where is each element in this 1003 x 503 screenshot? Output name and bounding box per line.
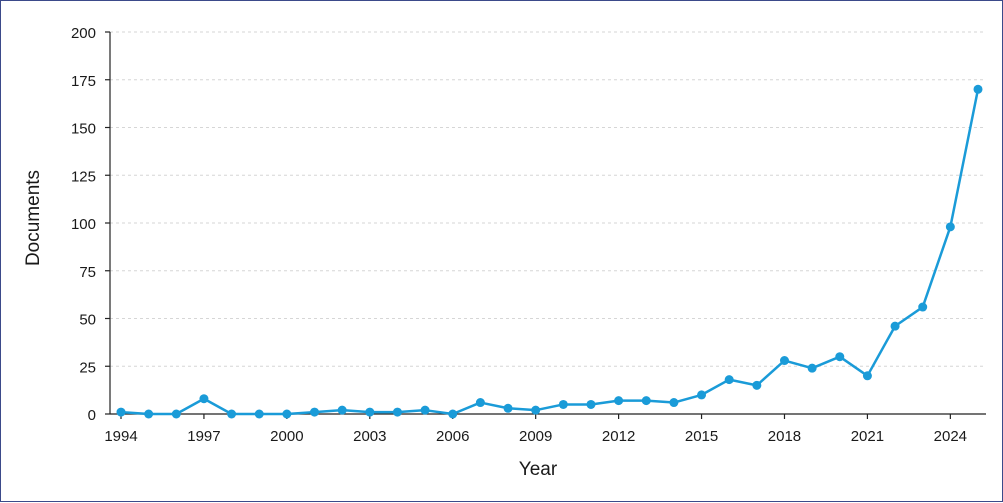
y-tick-label: 150 [71, 121, 96, 138]
data-point [365, 407, 375, 417]
data-point [669, 398, 679, 408]
data-point [282, 409, 292, 419]
data-point [752, 380, 762, 390]
data-point [199, 394, 209, 404]
data-point [254, 409, 264, 419]
y-tick-label: 25 [79, 359, 96, 376]
data-point [862, 371, 872, 381]
data-point [558, 399, 568, 409]
x-tick-label: 1994 [104, 428, 137, 445]
data-point [448, 409, 458, 419]
y-tick-label: 175 [71, 73, 96, 90]
data-point [337, 405, 347, 415]
data-point [614, 396, 624, 406]
y-tick-label: 125 [71, 168, 96, 185]
x-tick-labels: 1994 1997 2000 2003 2006 2009 2012 2015 2018 2021… [104, 414, 967, 445]
x-tick-label: 2015 [685, 428, 718, 445]
data-point [724, 375, 734, 385]
data-point [835, 352, 845, 362]
data-point [531, 405, 541, 415]
data-point [641, 396, 651, 406]
data-point [420, 405, 430, 415]
x-axis-title: Year [519, 459, 558, 480]
data-point [144, 409, 154, 419]
data-point [392, 407, 402, 417]
x-tick-label: 1997 [187, 428, 220, 445]
y-tick-label: 75 [79, 264, 96, 281]
grid-lines [110, 31, 986, 367]
y-tick-label: 100 [71, 216, 96, 233]
x-tick-label: 2021 [851, 428, 884, 445]
y-tick-label: 200 [71, 25, 96, 42]
y-axis-title: Documents [23, 170, 44, 266]
data-point [171, 409, 181, 419]
data-point [779, 356, 789, 366]
y-tick-labels: 0 25 50 75 100 125 150 175 200 [71, 25, 110, 424]
data-point [697, 390, 707, 400]
data-point [475, 398, 485, 408]
y-tick-label: 50 [79, 312, 96, 329]
data-point [227, 409, 237, 419]
x-tick-label: 2006 [436, 428, 469, 445]
data-point [945, 222, 955, 232]
x-tick-label: 2000 [270, 428, 303, 445]
data-point [973, 84, 983, 94]
data-point [890, 321, 900, 331]
x-tick-label: 2003 [353, 428, 386, 445]
x-tick-label: 2018 [768, 428, 801, 445]
data-point [918, 302, 928, 312]
series [116, 84, 983, 419]
data-point [807, 363, 817, 373]
data-point [586, 399, 596, 409]
data-point [310, 407, 320, 417]
data-point [116, 407, 126, 417]
x-tick-label: 2012 [602, 428, 635, 445]
series-line [119, 88, 980, 416]
data-point [503, 403, 513, 413]
y-tick-label: 0 [88, 407, 96, 424]
x-tick-label: 2009 [519, 428, 552, 445]
x-tick-label: 2024 [934, 428, 967, 445]
